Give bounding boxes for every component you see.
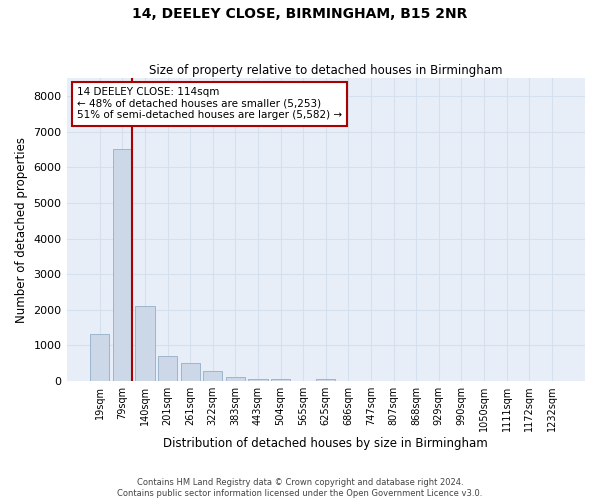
Title: Size of property relative to detached houses in Birmingham: Size of property relative to detached ho… [149, 64, 503, 77]
Bar [90, 334, 109, 381]
Bar [203, 371, 223, 381]
Bar [226, 377, 245, 381]
X-axis label: Distribution of detached houses by size in Birmingham: Distribution of detached houses by size … [163, 437, 488, 450]
Bar [248, 379, 268, 381]
Text: Contains HM Land Registry data © Crown copyright and database right 2024.
Contai: Contains HM Land Registry data © Crown c… [118, 478, 482, 498]
Bar [316, 379, 335, 381]
Text: 14, DEELEY CLOSE, BIRMINGHAM, B15 2NR: 14, DEELEY CLOSE, BIRMINGHAM, B15 2NR [133, 8, 467, 22]
Bar [158, 356, 177, 381]
Bar [113, 150, 132, 381]
Bar [271, 379, 290, 381]
Bar [136, 306, 155, 381]
Y-axis label: Number of detached properties: Number of detached properties [15, 136, 28, 322]
Bar [181, 364, 200, 381]
Text: 14 DEELEY CLOSE: 114sqm
← 48% of detached houses are smaller (5,253)
51% of semi: 14 DEELEY CLOSE: 114sqm ← 48% of detache… [77, 88, 342, 120]
